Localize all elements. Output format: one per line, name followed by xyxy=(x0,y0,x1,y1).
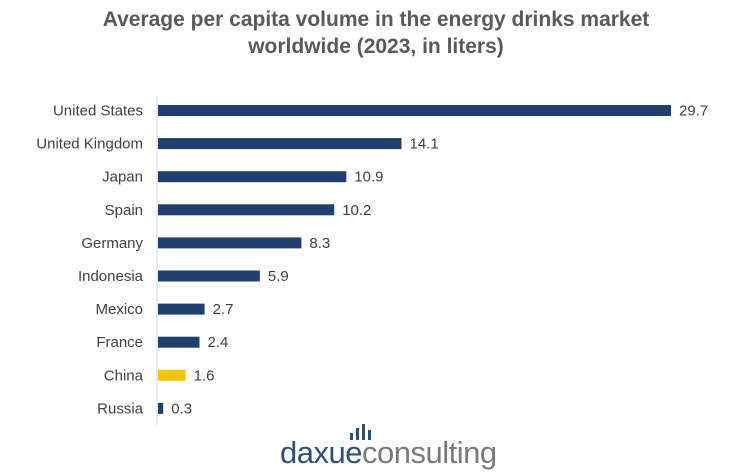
category-label: Mexico xyxy=(95,301,143,318)
data-label: 14.1 xyxy=(410,136,439,153)
category-label: Russia xyxy=(97,400,144,417)
bar xyxy=(158,369,186,381)
bar xyxy=(158,105,671,116)
bar-chart: United States 29.7 United Kingdom 14.1 Japan… xyxy=(36,96,708,425)
logo-text-daxue: daxue xyxy=(280,435,362,470)
data-label: 1.6 xyxy=(194,367,215,384)
chart-title-line-1: Average per capita volume in the energy … xyxy=(102,8,650,31)
chart-title-line-2: worldwide (2023, in liters) xyxy=(248,35,504,58)
category-label: Spain xyxy=(105,202,143,219)
category-label: China xyxy=(104,367,144,384)
bar xyxy=(158,138,402,150)
logo-wordmark: daxueconsulting xyxy=(280,436,497,470)
bar xyxy=(158,237,302,249)
bar xyxy=(158,270,260,282)
bar xyxy=(158,402,164,414)
data-label: 10.9 xyxy=(354,169,383,186)
category-label: France xyxy=(96,334,143,351)
data-label: 8.3 xyxy=(309,235,330,252)
category-label: United States xyxy=(53,103,143,120)
daxue-consulting-logo: daxueconsulting xyxy=(280,424,500,472)
data-label: 10.2 xyxy=(342,202,371,219)
bar-chart-icon xyxy=(350,424,371,440)
bar xyxy=(158,171,347,183)
logo-text-consulting: consulting xyxy=(361,435,497,470)
category-label: Indonesia xyxy=(78,268,144,285)
data-label: 5.9 xyxy=(268,268,289,285)
category-label: Japan xyxy=(102,169,143,186)
data-label: 0.3 xyxy=(171,400,192,417)
bar xyxy=(158,336,200,348)
bar xyxy=(158,204,335,216)
category-label: United Kingdom xyxy=(36,136,143,153)
chart-title: Average per capita volume in the energy … xyxy=(0,6,752,60)
category-label: Germany xyxy=(81,235,143,252)
data-label: 2.4 xyxy=(208,334,229,351)
bar xyxy=(158,303,205,315)
data-label: 2.7 xyxy=(213,301,234,318)
data-label: 29.7 xyxy=(679,103,708,120)
